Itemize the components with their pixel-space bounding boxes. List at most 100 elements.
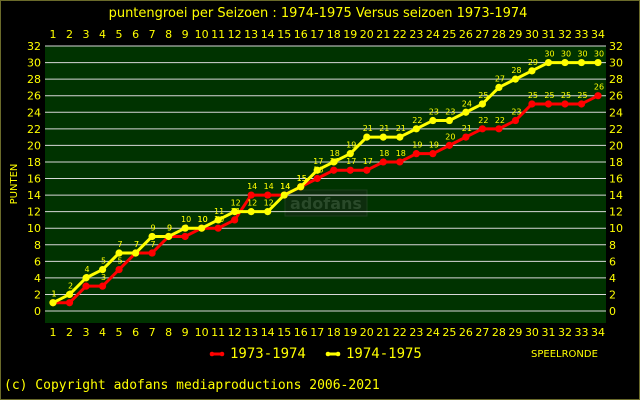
data-point-1974-1975 — [49, 299, 57, 307]
x-tick-label-bottom: 23 — [409, 326, 423, 339]
data-label-1974-1975: 12 — [264, 199, 274, 208]
data-point-1974-1975 — [429, 116, 437, 125]
x-tick-label-bottom: 2 — [66, 326, 73, 339]
x-tick-label-top: 10 — [195, 28, 209, 41]
data-point-1974-1975 — [511, 75, 520, 83]
data-point-1973-1974 — [445, 141, 453, 149]
data-label-1973-1974: 19 — [429, 141, 439, 150]
data-point-1973-1974 — [313, 174, 321, 183]
y-tick-label-left: 26 — [27, 90, 41, 103]
x-tick-label-top: 16 — [294, 28, 308, 41]
y-tick-label-right: 0 — [609, 305, 616, 318]
data-label-1973-1974: 22 — [478, 116, 488, 125]
data-point-1974-1975 — [495, 83, 503, 92]
y-tick-label-right: 18 — [609, 156, 623, 169]
data-point-1974-1975 — [115, 249, 123, 257]
x-tick-label-top: 13 — [244, 28, 258, 41]
data-label-1973-1974: 25 — [544, 91, 554, 100]
y-tick-label-left: 32 — [27, 40, 41, 53]
data-point-1973-1974 — [396, 158, 404, 166]
x-tick-label-bottom: 8 — [165, 326, 172, 339]
x-tick-labels-top: 1 2 3 4 5 6 7 8 9 10 11 12 13 14 15 16 17 18 19 20 21 22 23 24 2… — [50, 28, 606, 41]
x-tick-labels-bottom: 1 2 3 4 5 6 7 8 9 10 11 12 13 14 15 16 17 18 19 20 21 22 23 24 2… — [50, 326, 606, 339]
data-point-1973-1974 — [528, 100, 536, 108]
data-point-1973-1974 — [346, 166, 354, 174]
x-tick-label-top: 28 — [492, 28, 506, 41]
data-point-1974-1975 — [264, 208, 272, 216]
data-label-1973-1974: 18 — [379, 149, 389, 158]
data-label-1973-1974: 1 — [68, 290, 73, 299]
x-tick-label-top: 11 — [211, 28, 225, 41]
x-tick-label-bottom: 21 — [376, 326, 390, 339]
y-tick-label-right: 8 — [609, 239, 616, 252]
y-tick-label-left: 28 — [27, 73, 41, 86]
data-point-1973-1974 — [363, 166, 371, 174]
data-point-1974-1975 — [131, 249, 140, 257]
data-point-1974-1975 — [148, 232, 156, 241]
data-label-1973-1974: 3 — [84, 273, 89, 282]
x-tick-label-bottom: 34 — [591, 326, 605, 339]
data-label-1974-1975: 27 — [495, 74, 505, 83]
data-label-1974-1975: 23 — [445, 108, 455, 117]
x-tick-label-top: 15 — [277, 28, 291, 41]
data-label-1974-1975: 22 — [412, 116, 422, 125]
legend-marker-1973-1974 — [209, 351, 215, 357]
data-label-1973-1974: 19 — [412, 141, 422, 150]
y-tick-label-right: 32 — [609, 40, 623, 53]
data-point-1974-1975 — [363, 133, 371, 141]
x-tick-label-bottom: 14 — [261, 326, 275, 339]
data-label-1973-1974: 11 — [231, 207, 241, 216]
x-tick-label-bottom: 15 — [277, 326, 291, 339]
data-point-1973-1974 — [478, 125, 486, 133]
x-tick-label-top: 12 — [228, 28, 242, 41]
legend: 1973-1974 1974-1975 — [209, 346, 422, 362]
data-label-1973-1974: 14 — [280, 182, 290, 191]
y-tick-label-left: 22 — [27, 123, 41, 136]
data-point-1974-1975 — [478, 100, 486, 108]
y-tick-label-left: 18 — [27, 156, 41, 169]
y-tick-label-right: 22 — [609, 123, 623, 136]
data-label-1974-1975: 9 — [167, 223, 172, 232]
data-label-1973-1974: 9 — [167, 223, 172, 232]
y-tick-label-right: 26 — [609, 90, 623, 103]
series-line-1974-1975 — [52, 61, 598, 305]
y-tick-label-right: 24 — [609, 106, 623, 119]
data-label-1973-1974: 14 — [247, 182, 257, 191]
x-tick-label-top: 23 — [409, 28, 423, 41]
data-point-1973-1974 — [379, 158, 387, 166]
series-1974-1975 — [49, 58, 602, 307]
data-label-1973-1974: 26 — [594, 83, 604, 92]
x-tick-label-top: 5 — [116, 28, 123, 41]
data-point-1974-1975 — [82, 274, 90, 282]
x-tick-label-bottom: 20 — [360, 326, 374, 339]
x-tick-label-bottom: 26 — [459, 326, 473, 339]
data-point-1974-1975 — [544, 58, 553, 67]
data-label-1974-1975: 21 — [363, 124, 373, 133]
data-label-1974-1975: 4 — [84, 265, 89, 274]
data-label-1974-1975: 28 — [511, 66, 521, 75]
data-label-1973-1974: 18 — [396, 149, 406, 158]
x-tick-label-bottom: 1 — [50, 326, 57, 339]
x-tick-label-top: 30 — [525, 28, 539, 41]
y-tick-label-right: 20 — [609, 139, 623, 152]
data-label-1974-1975: 30 — [561, 50, 571, 59]
data-label-1973-1974: 14 — [264, 182, 274, 191]
data-label-1974-1975: 29 — [528, 58, 538, 67]
x-tick-label-top: 20 — [360, 28, 374, 41]
x-tick-label-bottom: 11 — [211, 326, 225, 339]
x-tick-label-top: 9 — [182, 28, 189, 41]
data-label-1973-1974: 10 — [198, 215, 208, 224]
x-tick-label-top: 31 — [541, 28, 555, 41]
y-tick-label-left: 14 — [27, 189, 41, 202]
data-point-1973-1974 — [98, 282, 107, 290]
data-label-1974-1975: 2 — [68, 281, 73, 290]
data-point-1973-1974 — [148, 249, 156, 257]
x-tick-label-top: 1 — [50, 28, 57, 41]
y-tick-label-right: 30 — [609, 57, 623, 70]
data-point-1973-1974 — [577, 100, 586, 108]
y-tick-label-right: 4 — [609, 272, 616, 285]
y-tick-label-left: 24 — [27, 106, 41, 119]
data-label-1973-1974: 21 — [462, 124, 472, 133]
data-point-1973-1974 — [330, 166, 338, 174]
data-label-1973-1974: 1 — [51, 290, 56, 299]
